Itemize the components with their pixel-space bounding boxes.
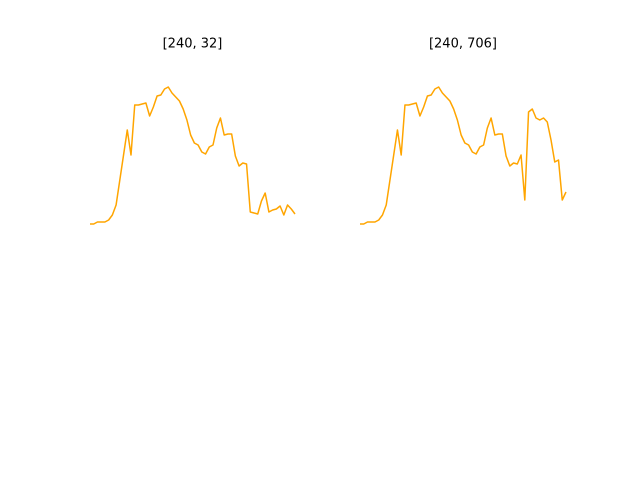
chart-title: [240, 32] <box>163 37 223 52</box>
line <box>90 86 296 225</box>
line <box>360 86 567 225</box>
chart-title: [240, 706] <box>429 37 497 52</box>
